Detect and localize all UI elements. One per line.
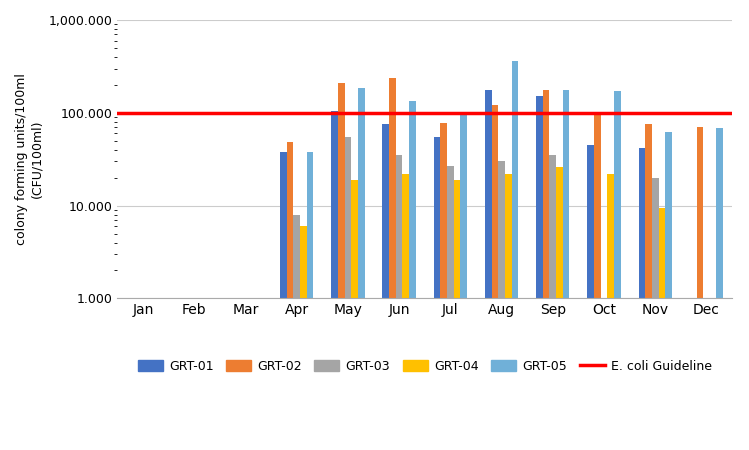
Bar xyxy=(300,226,306,450)
Bar xyxy=(536,96,543,450)
Bar xyxy=(652,178,658,450)
Bar xyxy=(498,161,505,450)
Bar xyxy=(562,90,569,450)
Bar xyxy=(434,137,440,450)
Bar xyxy=(665,132,672,450)
Bar xyxy=(447,166,454,450)
Bar xyxy=(358,88,365,450)
Bar xyxy=(512,61,518,450)
Bar xyxy=(402,174,409,450)
Bar xyxy=(543,90,550,450)
Bar xyxy=(556,167,562,450)
Bar xyxy=(395,155,402,450)
Bar xyxy=(351,180,358,450)
Bar xyxy=(345,137,351,450)
Bar xyxy=(505,174,512,450)
Bar xyxy=(614,91,621,450)
Bar xyxy=(607,174,614,450)
Bar xyxy=(587,145,594,450)
Legend: GRT-01, GRT-02, GRT-03, GRT-04, GRT-05, E. coli Guideline: GRT-01, GRT-02, GRT-03, GRT-04, GRT-05, … xyxy=(133,355,717,378)
Bar xyxy=(454,180,461,450)
Bar xyxy=(639,148,646,450)
Bar xyxy=(594,115,601,450)
Bar xyxy=(287,142,294,450)
Bar xyxy=(280,152,287,450)
Bar xyxy=(306,152,313,450)
Bar xyxy=(646,124,652,450)
Bar xyxy=(409,101,416,450)
Bar xyxy=(658,207,665,450)
Bar xyxy=(461,115,467,450)
Bar xyxy=(550,155,556,450)
Bar xyxy=(491,105,498,450)
Bar xyxy=(485,90,491,450)
Bar xyxy=(440,123,447,450)
Bar xyxy=(389,77,395,450)
Bar xyxy=(331,111,338,450)
Bar xyxy=(717,128,723,450)
Bar xyxy=(338,83,345,450)
Bar xyxy=(383,124,389,450)
Bar xyxy=(294,215,300,450)
Y-axis label: colony forming units/100ml
(CFU/100ml): colony forming units/100ml (CFU/100ml) xyxy=(15,73,43,245)
Bar xyxy=(697,127,703,450)
